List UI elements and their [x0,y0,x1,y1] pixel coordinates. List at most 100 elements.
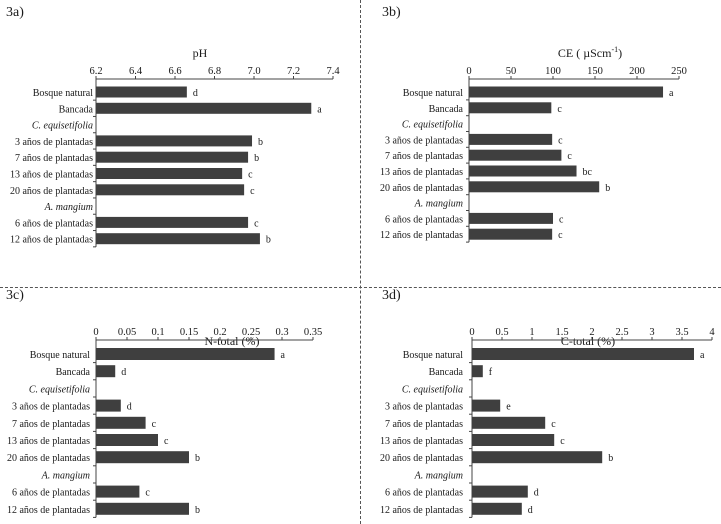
significance-letter: a [669,88,674,99]
x-tick-label: 4 [709,327,715,338]
bar [472,502,522,515]
bar [96,135,253,147]
axis-title: C-total (%) [561,334,615,348]
significance-letter: d [121,367,126,378]
bar [469,102,552,114]
category-label: 13 años de plantadas [380,167,463,178]
category-label: 12 años de plantadas [7,505,90,516]
bar [96,365,116,378]
x-tick-label: 0.05 [118,327,136,338]
axis-title: N-total (%) [205,334,260,348]
significance-letter: c [557,104,562,115]
x-tick-label: 150 [587,66,603,77]
panel-label: 3b) [382,5,401,20]
panel-3b: 3b) CE ( µScm-1) 0 50 100 150 200 250 Bosque nat… [380,5,687,243]
category-label: 3 años de plantadas [12,402,90,413]
vertical-divider [360,0,361,524]
significance-letter: b [608,453,613,464]
x-tick-label: 7.0 [247,66,260,77]
significance-letter: d [127,402,132,413]
significance-letter: b [266,235,271,246]
bar [96,151,249,163]
bar [96,102,312,114]
x-tick-label: 2.5 [615,327,628,338]
x-tick-label: 6.8 [208,66,221,77]
bar [472,416,546,429]
bar [472,399,501,412]
x-tick-label: 100 [545,66,561,77]
x-tick-label: 7.4 [326,66,340,77]
bar [96,216,249,228]
significance-letter: c [560,436,565,447]
category-label: 20 años de plantadas [10,186,93,197]
category-label: 7 años de plantadas [12,419,90,430]
x-tick-label: 1.5 [555,327,568,338]
x-tick-label: 0 [469,327,474,338]
bar [96,416,146,429]
category-label: 7 años de plantadas [385,419,463,430]
x-tick-label: 6.2 [89,66,102,77]
bar [96,434,158,446]
bar [96,86,187,98]
significance-letter: d [193,88,198,99]
category-label: 12 años de plantadas [380,505,463,516]
group-header-label: A. mangium [414,470,463,481]
category-label: 13 años de plantadas [380,436,463,447]
group-header-label: A. mangium [41,470,90,481]
bar [472,451,603,464]
category-label: 6 años de plantadas [15,218,93,229]
x-tick-label: 2 [589,327,594,338]
group-header-label: C. equisetifolia [402,384,463,395]
x-tick-label: 3.5 [675,327,688,338]
bar [96,502,189,515]
significance-letter: c [250,186,255,197]
category-label: 20 años de plantadas [380,453,463,464]
category-label: Bancada [56,367,91,378]
category-label: 7 años de plantadas [385,151,463,162]
significance-letter: b [254,153,259,164]
bar [469,86,664,98]
category-label: 6 años de plantadas [12,488,90,499]
bar [469,165,577,177]
bar [96,451,189,464]
x-tick-label: 0 [466,66,471,77]
category-label: 3 años de plantadas [15,137,93,148]
category-label: 20 años de plantadas [7,453,90,464]
panel-label: 3c) [6,288,24,303]
x-tick-label: 7.2 [287,66,300,77]
significance-letter: c [152,419,157,430]
category-label: 3 años de plantadas [385,402,463,413]
category-label: 3 años de plantadas [385,135,463,146]
bar [469,149,562,161]
x-tick-label: 0.5 [495,327,508,338]
significance-letter: c [558,230,563,241]
group-header-label: C. equisetifolia [402,120,463,131]
significance-letter: c [164,436,169,447]
significance-letter: e [506,402,511,413]
axis-title: pH [193,46,208,60]
significance-letter: c [558,135,563,146]
axis-title: CE ( µScm-1) [558,45,622,60]
bar [96,485,140,498]
significance-letter: c [254,218,259,229]
bar [469,228,553,240]
bar [472,365,483,378]
group-header-label: C. equisetifolia [32,121,93,132]
panel-3a: 3a) pH 6.2 6.4 6.6 6.8 7.0 7.2 7.4 Bosque natural… [6,5,340,248]
category-label: Bosque natural [30,350,90,361]
significance-letter: a [281,350,286,361]
significance-letter: b [195,505,200,516]
group-header-label: A. mangium [44,202,93,213]
panel-label: 3a) [6,5,24,20]
category-label: Bosque natural [403,350,463,361]
x-tick-label: 1 [529,327,534,338]
bar [96,184,245,196]
category-label: 6 años de plantadas [385,488,463,499]
significance-letter: c [559,214,564,225]
category-label: Bancada [429,104,464,115]
bar [472,434,555,446]
bar [96,233,260,245]
x-tick-label: 6.4 [129,66,143,77]
x-tick-label: 6.6 [168,66,181,77]
